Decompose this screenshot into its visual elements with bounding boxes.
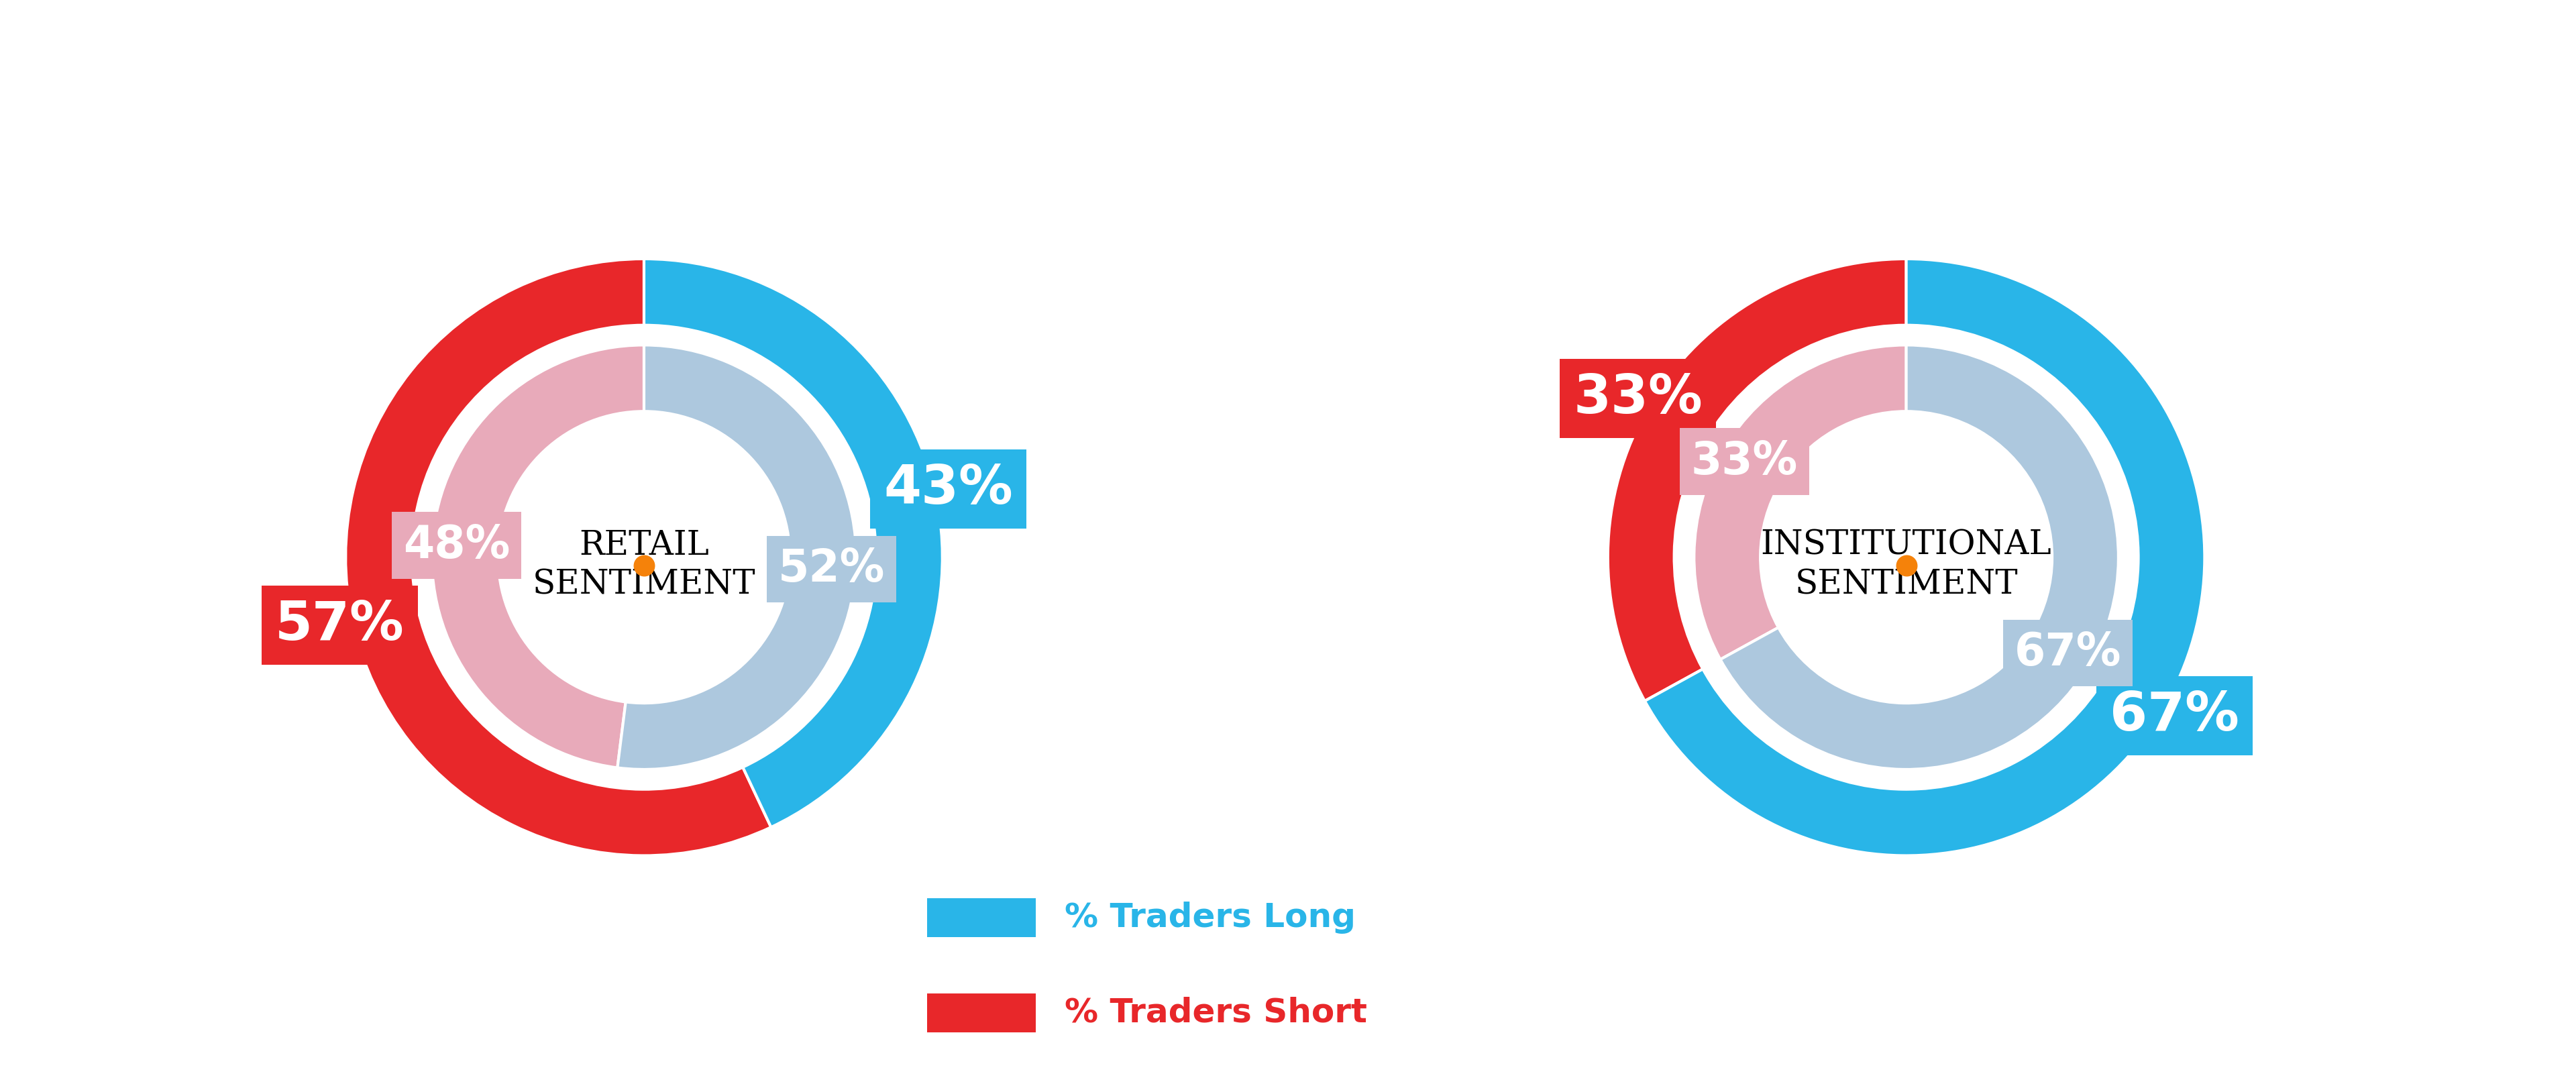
Text: SENTIMENT: SENTIMENT [1795, 568, 2017, 602]
Wedge shape [644, 259, 943, 828]
Text: 48%: 48% [402, 524, 510, 568]
Wedge shape [1695, 345, 1906, 659]
Wedge shape [1607, 259, 1906, 701]
Text: RETAIL: RETAIL [580, 529, 708, 562]
FancyBboxPatch shape [927, 898, 1036, 937]
Wedge shape [618, 345, 855, 769]
Text: 67%: 67% [2110, 689, 2239, 742]
Wedge shape [345, 259, 770, 856]
Text: 33%: 33% [1690, 439, 1798, 484]
Text: 33%: 33% [1574, 372, 1703, 425]
Text: % Traders Long: % Traders Long [1064, 901, 1355, 934]
Text: 57%: 57% [276, 599, 404, 651]
Text: SENTIMENT: SENTIMENT [533, 568, 755, 602]
Text: 43%: 43% [884, 463, 1012, 515]
Wedge shape [1643, 259, 2205, 856]
Text: 67%: 67% [2014, 631, 2123, 675]
Text: 52%: 52% [778, 546, 886, 591]
Text: INSTITUTIONAL: INSTITUTIONAL [1762, 529, 2050, 562]
Wedge shape [1721, 345, 2117, 769]
FancyBboxPatch shape [927, 993, 1036, 1032]
Wedge shape [433, 345, 644, 768]
Text: % Traders Short: % Traders Short [1064, 997, 1368, 1029]
